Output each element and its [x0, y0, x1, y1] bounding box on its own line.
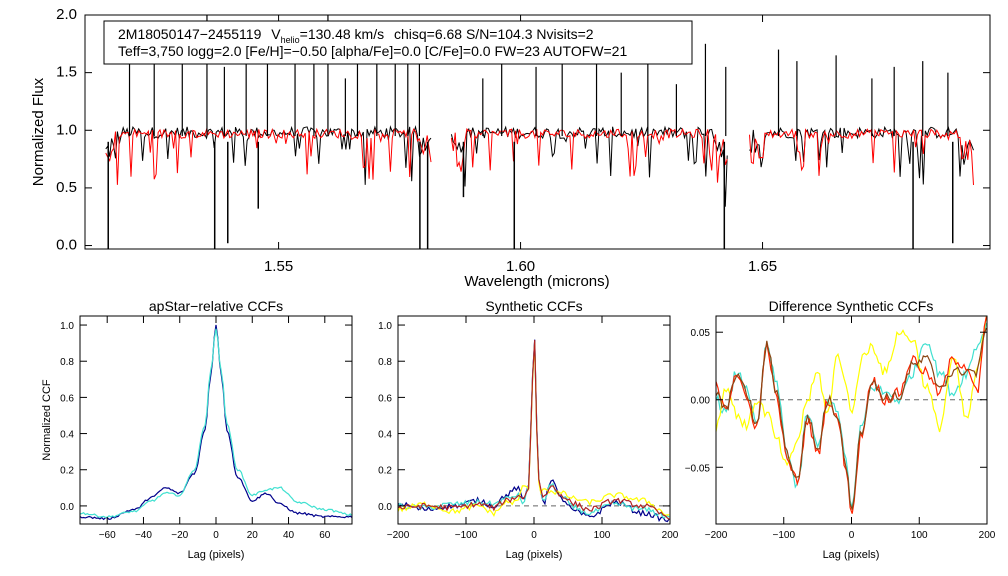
spectrum-panel: 1.55 1.60 1.65 0.0 0.5 1.0 1.5 2.0 Wavelength …	[30, 6, 991, 290]
synthetic-ccf-y-tick-label: 1.0	[378, 321, 392, 332]
spectrum-y-tick-label: 0.0	[56, 237, 77, 254]
synthetic-ccf-title: Synthetic CCFs	[485, 298, 582, 314]
difference-ccf-y-tick-label: −0.05	[685, 463, 711, 474]
spectrum-y-tick-label: 2.0	[56, 6, 77, 23]
synthetic-ccf-x-tick-label: −100	[455, 530, 478, 541]
apstar-ccf-x-tick-label: −40	[135, 530, 152, 541]
apstar-ccf-y-label: Normalized CCF	[41, 379, 53, 461]
annotation-vhelio-subscript: helio	[281, 35, 300, 45]
synthetic-ccf-y-tick-label: 0.4	[378, 430, 392, 441]
annotation-vhelio-value: =130.48 km/s	[300, 26, 384, 42]
difference-ccf-x-tick-label: −100	[772, 530, 795, 541]
apstar-ccf-y-tick-label: 0.0	[60, 502, 74, 513]
synthetic-ccf-x-tick-label: −200	[387, 530, 410, 541]
svg-text:2M18050147−2455119 Vhe: 2M18050147−2455119 Vhelio=130.48 km/s ch…	[118, 26, 594, 45]
difference-ccf-x-tick-label: 0	[849, 530, 855, 541]
annotation-stats: chisq=6.68 S/N=104.3 Nvisits=2	[394, 26, 594, 42]
synthetic-ccf-y-tick-label: 0.6	[378, 393, 392, 404]
difference-ccf-x-tick-label: −200	[705, 530, 728, 541]
spectrum-annotation-box: 2M18050147−2455119 Vhelio=130.48 km/s ch…	[103, 20, 693, 65]
difference-ccf-x-label: Lag (pixels)	[823, 549, 880, 561]
apstar-ccf-y-tick-label: 1.0	[60, 321, 74, 332]
spectrum-x-label: Wavelength (microns)	[464, 273, 609, 290]
apstar-ccf-title: apStar−relative CCFs	[149, 298, 283, 314]
difference-ccf-x-tick-label: 200	[979, 530, 996, 541]
annotation-line2: Teff=3,750 logg=2.0 [Fe/H]=−0.50 [alpha/…	[118, 43, 627, 59]
apstar-ccf-y-tick-label: 0.4	[60, 430, 74, 441]
apstar-ccf-x-tick-label: 60	[319, 530, 331, 541]
synthetic-ccf-panel: Synthetic CCFs −200 −100 0 100 200 0.0 0.2 0.4…	[378, 298, 679, 561]
synthetic-ccf-x-tick-label: 0	[531, 530, 537, 541]
spectrum-x-tick-label: 1.60	[506, 258, 535, 275]
synthetic-ccf-y-tick-label: 0.2	[378, 466, 392, 477]
synthetic-ccf-y-tick-label: 0.8	[378, 357, 392, 368]
apstar-ccf-x-tick-label: 0	[213, 530, 219, 541]
difference-ccf-series-visit-4	[715, 327, 987, 510]
apstar-ccf-x-label: Lag (pixels)	[188, 549, 245, 561]
synthetic-ccf-y-tick-label: 0.0	[378, 502, 392, 513]
spectrum-x-tick-label: 1.65	[748, 258, 777, 275]
spectrum-y-tick-label: 0.5	[56, 179, 77, 196]
spectrum-frame	[84, 14, 991, 250]
apstar-ccf-x-tick-label: −20	[171, 530, 188, 541]
apstar-ccf-y-tick-label: 0.8	[60, 357, 74, 368]
annotation-star-id: 2M18050147−2455119	[118, 26, 262, 42]
spectrum-y-tick-label: 1.5	[56, 64, 77, 81]
annotation-vhelio-symbol: V	[271, 26, 281, 42]
difference-ccf-x-tick-label: 100	[911, 530, 928, 541]
difference-ccf-y-tick-label: 0.05	[691, 328, 711, 339]
spectrum-x-tick-label: 1.55	[264, 258, 293, 275]
synthetic-ccf-x-label: Lag (pixels)	[506, 549, 563, 561]
apstar-ccf-y-tick-label: 0.2	[60, 466, 74, 477]
apstar-ccf-x-tick-label: 40	[283, 530, 295, 541]
difference-ccf-y-tick-label: 0.00	[691, 396, 711, 407]
synthetic-ccf-x-tick-label: 100	[594, 530, 611, 541]
difference-ccf-title: Difference Synthetic CCFs	[769, 298, 934, 314]
synthetic-ccf-series-visit-3	[397, 340, 670, 520]
spectrum-y-label: Normalized Flux	[30, 77, 47, 186]
synthetic-ccf-x-tick-label: 200	[662, 530, 679, 541]
apstar-ccf-panel: apStar−relative CCFs −60 −40 −20 0 20 40 60 0.…	[41, 298, 353, 561]
apstar-ccf-x-tick-label: 20	[247, 530, 259, 541]
apstar-ccf-series-visit-2	[79, 328, 353, 519]
difference-ccf-panel: Difference Synthetic CCFs −200 −100 0 100 20…	[685, 298, 996, 561]
spectrum-y-tick-label: 1.0	[56, 121, 77, 138]
apstar-ccf-x-tick-label: −60	[99, 530, 116, 541]
apstar-ccf-y-tick-label: 0.6	[60, 393, 74, 404]
